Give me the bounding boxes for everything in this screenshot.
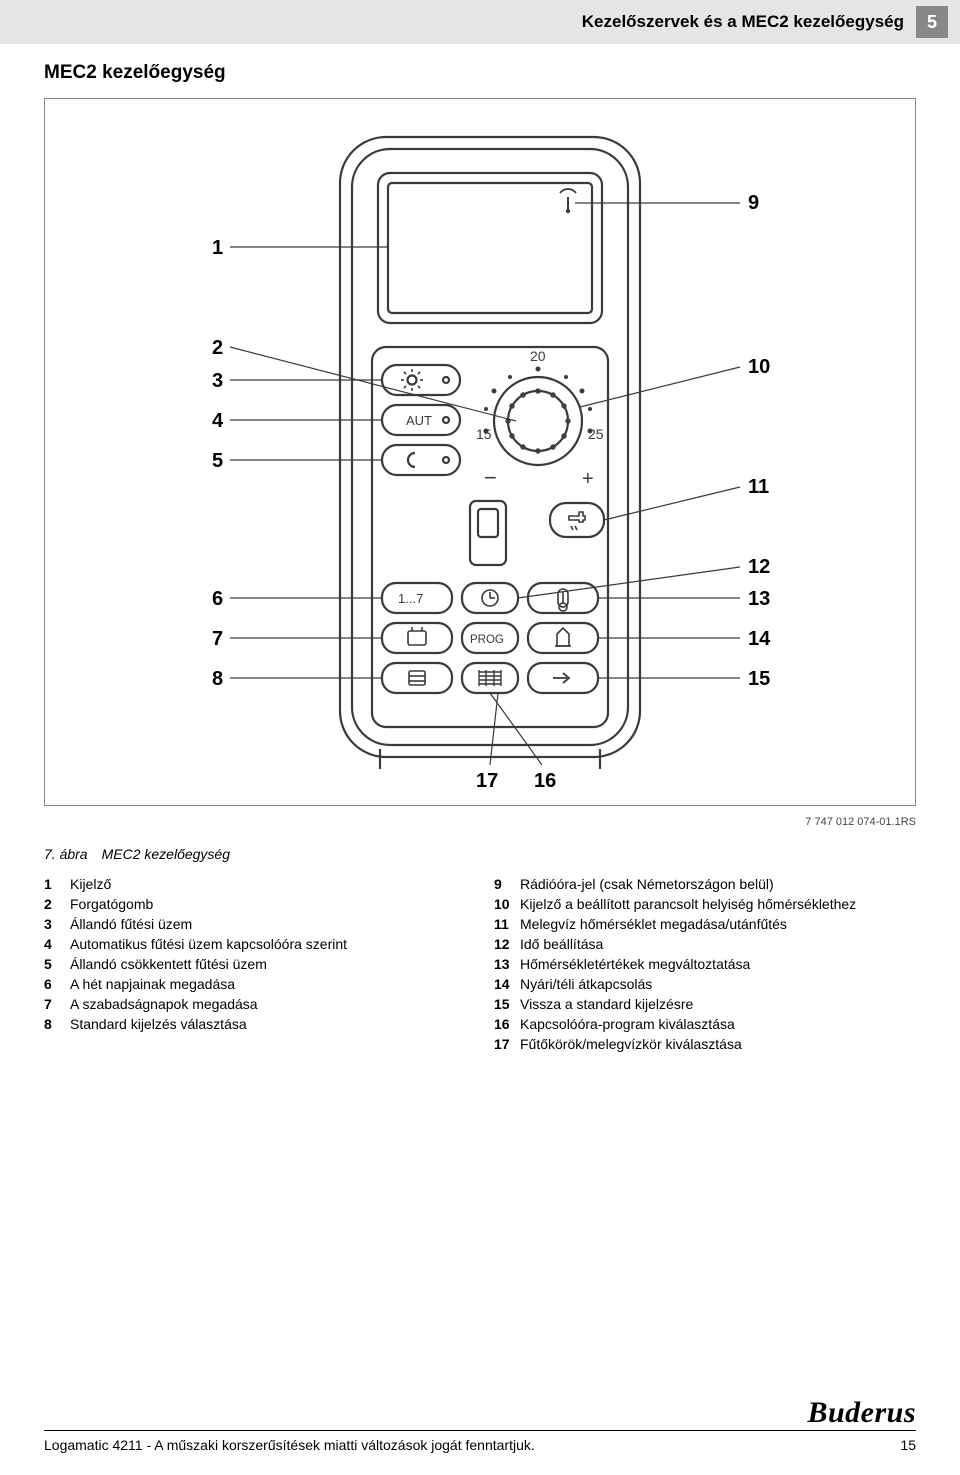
legend-number: 3 bbox=[44, 916, 70, 932]
svg-text:15: 15 bbox=[748, 668, 770, 690]
legend-text: Automatikus fűtési üzem kapcsolóóra szer… bbox=[70, 936, 347, 952]
figure-number: 7. ábra bbox=[44, 846, 88, 862]
legend-text: Fűtőkörök/melegvízkör kiválasztása bbox=[520, 1036, 742, 1052]
legend-text: Hőmérsékletértékek megváltoztatása bbox=[520, 956, 750, 972]
section-title: MEC2 kezelőegység bbox=[44, 62, 960, 84]
legend-number: 4 bbox=[44, 936, 70, 952]
legend-right-col: 9Rádióóra-jel (csak Németországon belül)… bbox=[494, 876, 916, 1056]
figure-caption-text: MEC2 kezelőegység bbox=[102, 846, 230, 862]
legend-row: 3Állandó fűtési üzem bbox=[44, 916, 466, 932]
header-band: Kezelőszervek és a MEC2 kezelőegység 5 bbox=[0, 0, 960, 44]
page-footer: Buderus Logamatic 4211 - A műszaki korsz… bbox=[0, 1396, 960, 1475]
svg-text:13: 13 bbox=[748, 588, 770, 610]
legend-number: 11 bbox=[494, 916, 520, 932]
figure-code: 7 747 012 074-01.1RS bbox=[0, 816, 916, 828]
legend-text: Idő beállítása bbox=[520, 936, 603, 952]
legend-text: Rádióóra-jel (csak Németországon belül) bbox=[520, 876, 774, 892]
legend-number: 1 bbox=[44, 876, 70, 892]
legend-number: 5 bbox=[44, 956, 70, 972]
svg-text:20: 20 bbox=[530, 348, 546, 364]
svg-text:16: 16 bbox=[534, 770, 556, 792]
header-page-badge: 5 bbox=[916, 6, 948, 38]
legend-row: 17Fűtőkörök/melegvízkör kiválasztása bbox=[494, 1036, 916, 1052]
legend-number: 16 bbox=[494, 1016, 520, 1032]
svg-text:8: 8 bbox=[212, 668, 223, 690]
legend-row: 8Standard kijelzés választása bbox=[44, 1016, 466, 1032]
svg-text:1: 1 bbox=[212, 237, 223, 259]
svg-text:11: 11 bbox=[748, 476, 769, 498]
svg-text:17: 17 bbox=[476, 770, 498, 792]
legend-row: 16Kapcsolóóra-program kiválasztása bbox=[494, 1016, 916, 1032]
legend-number: 2 bbox=[44, 896, 70, 912]
legend-text: Állandó csökkentett fűtési üzem bbox=[70, 956, 267, 972]
legend-row: 11Melegvíz hőmérséklet megadása/utánfűté… bbox=[494, 916, 916, 932]
legend-row: 2Forgatógomb bbox=[44, 896, 466, 912]
legend-number: 7 bbox=[44, 996, 70, 1012]
legend-row: 10Kijelző a beállított parancsolt helyis… bbox=[494, 896, 916, 912]
legend-text: A hét napjainak megadása bbox=[70, 976, 235, 992]
legend-text: A szabadságnapok megadása bbox=[70, 996, 258, 1012]
legend-row: 6A hét napjainak megadása bbox=[44, 976, 466, 992]
svg-text:2: 2 bbox=[212, 337, 223, 359]
device-diagram: AUT bbox=[120, 117, 840, 797]
legend-number: 15 bbox=[494, 996, 520, 1012]
svg-text:10: 10 bbox=[748, 356, 770, 378]
legend-row: 4Automatikus fűtési üzem kapcsolóóra sze… bbox=[44, 936, 466, 952]
legend-number: 13 bbox=[494, 956, 520, 972]
legend-text: Kijelző a beállított parancsolt helyiség… bbox=[520, 896, 856, 912]
legend-number: 9 bbox=[494, 876, 520, 892]
legend-text: Állandó fűtési üzem bbox=[70, 916, 192, 932]
footer-page: 15 bbox=[900, 1437, 916, 1453]
brand-logo: Buderus bbox=[807, 1396, 916, 1429]
legend-row: 15Vissza a standard kijelzésre bbox=[494, 996, 916, 1012]
legend-row: 13Hőmérsékletértékek megváltoztatása bbox=[494, 956, 916, 972]
legend: 1Kijelző2Forgatógomb3Állandó fűtési üzem… bbox=[44, 876, 916, 1056]
legend-row: 14Nyári/téli átkapcsolás bbox=[494, 976, 916, 992]
figure-frame: AUT bbox=[44, 98, 916, 806]
svg-text:14: 14 bbox=[748, 628, 771, 650]
footer-text: Logamatic 4211 - A műszaki korszerűsítés… bbox=[44, 1437, 535, 1453]
legend-text: Nyári/téli átkapcsolás bbox=[520, 976, 652, 992]
svg-text:6: 6 bbox=[212, 588, 223, 610]
legend-text: Kapcsolóóra-program kiválasztása bbox=[520, 1016, 735, 1032]
legend-text: Vissza a standard kijelzésre bbox=[520, 996, 693, 1012]
legend-text: Standard kijelzés választása bbox=[70, 1016, 247, 1032]
legend-number: 12 bbox=[494, 936, 520, 952]
legend-number: 6 bbox=[44, 976, 70, 992]
legend-number: 14 bbox=[494, 976, 520, 992]
legend-row: 7A szabadságnapok megadása bbox=[44, 996, 466, 1012]
legend-number: 17 bbox=[494, 1036, 520, 1052]
legend-number: 10 bbox=[494, 896, 520, 912]
svg-text:12: 12 bbox=[748, 556, 770, 578]
legend-row: 5Állandó csökkentett fűtési üzem bbox=[44, 956, 466, 972]
svg-text:PROG: PROG bbox=[470, 634, 504, 646]
svg-text:AUT: AUT bbox=[406, 413, 432, 428]
legend-text: Melegvíz hőmérséklet megadása/utánfűtés bbox=[520, 916, 787, 932]
svg-text:5: 5 bbox=[212, 450, 223, 472]
svg-text:4: 4 bbox=[212, 410, 224, 432]
svg-text:3: 3 bbox=[212, 370, 223, 392]
legend-left-col: 1Kijelző2Forgatógomb3Állandó fűtési üzem… bbox=[44, 876, 466, 1056]
svg-text:15: 15 bbox=[476, 426, 492, 442]
svg-text:7: 7 bbox=[212, 628, 223, 650]
svg-text:1...7: 1...7 bbox=[398, 591, 423, 606]
svg-text:25: 25 bbox=[588, 426, 604, 442]
legend-row: 9Rádióóra-jel (csak Németországon belül) bbox=[494, 876, 916, 892]
svg-text:9: 9 bbox=[748, 192, 759, 214]
legend-row: 12Idő beállítása bbox=[494, 936, 916, 952]
legend-number: 8 bbox=[44, 1016, 70, 1032]
legend-text: Kijelző bbox=[70, 876, 111, 892]
svg-text:+: + bbox=[582, 468, 594, 490]
svg-text:−: − bbox=[484, 465, 497, 490]
legend-row: 1Kijelző bbox=[44, 876, 466, 892]
figure-caption: 7. ábra MEC2 kezelőegység bbox=[44, 846, 916, 862]
legend-text: Forgatógomb bbox=[70, 896, 153, 912]
header-title: Kezelőszervek és a MEC2 kezelőegység bbox=[582, 12, 904, 32]
